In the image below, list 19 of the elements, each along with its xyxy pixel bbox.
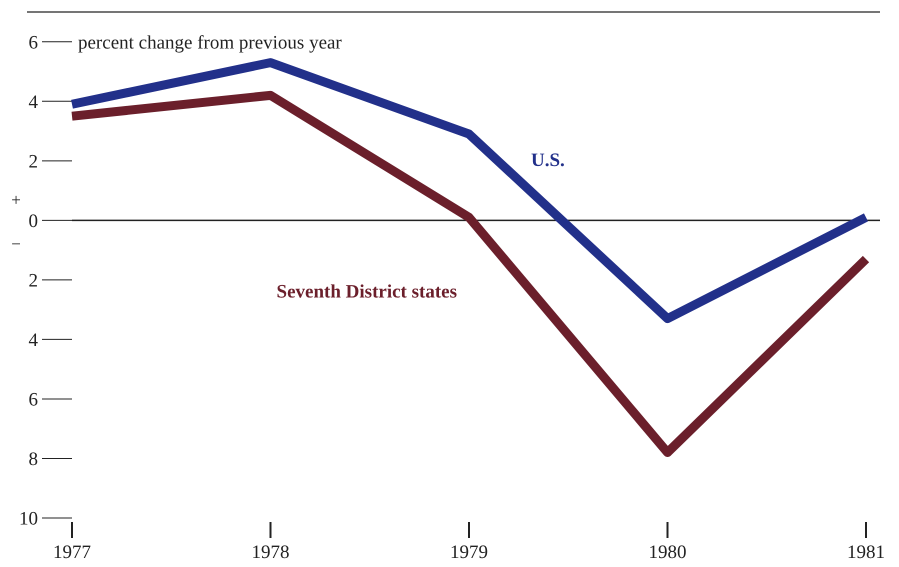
y-tick-label: 2 [28,151,38,172]
text: − [11,234,21,254]
y-tick-label: 6 [28,390,38,411]
y-tick-label: 2 [28,270,38,292]
y-tick-label: 10 [19,508,38,530]
x-tick-label: 1979 [450,542,488,563]
text: Seventh District states [276,281,457,302]
y-tick-label: 0 [28,211,38,232]
x-tick-label: 1978 [252,542,290,563]
y-tick-label: 4 [28,330,38,352]
text: + [11,190,21,210]
x-tick-label: 1981 [847,542,885,563]
x-tick-label: 1977 [53,542,91,563]
x-tick-label: 1980 [648,542,686,563]
y-axis-title: percent change from previous year [78,32,342,54]
series-label: U.S. [531,150,565,172]
y-tick-label: 4 [28,92,38,113]
y-tick-label: 8 [28,449,38,470]
y-tick-label: 6 [28,32,38,54]
